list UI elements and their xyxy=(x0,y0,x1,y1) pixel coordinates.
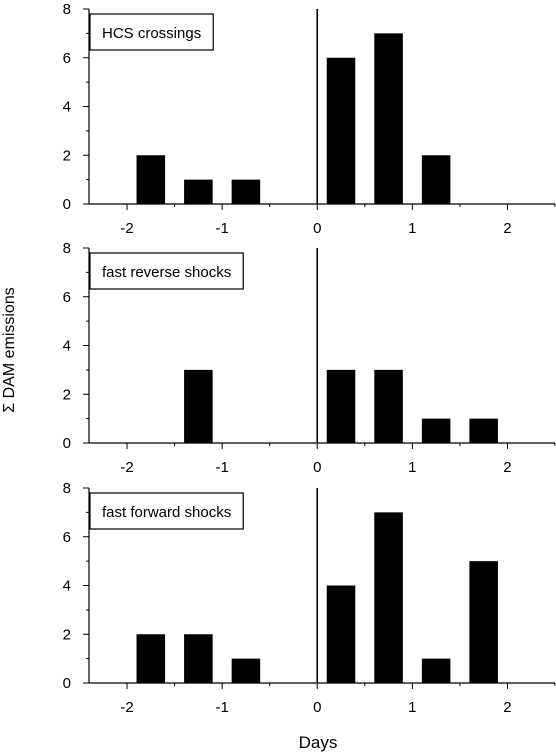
x-tick-label: 1 xyxy=(408,220,416,237)
x-tick-label: -2 xyxy=(120,220,133,237)
x-tick-label: 2 xyxy=(503,459,511,476)
x-tick-label: 1 xyxy=(408,699,416,716)
bar xyxy=(231,179,261,204)
y-tick-label: 8 xyxy=(63,1,71,18)
bar xyxy=(326,585,356,683)
bar xyxy=(421,658,451,683)
bar xyxy=(326,57,356,204)
y-tick-label: 4 xyxy=(63,99,71,116)
legend-label: HCS crossings xyxy=(102,25,201,42)
x-tick-label: -1 xyxy=(215,699,228,716)
x-tick-label: 0 xyxy=(313,220,321,237)
legend-label: fast forward shocks xyxy=(102,504,231,521)
y-tick-label: 2 xyxy=(63,386,71,403)
x-tick-label: -1 xyxy=(215,220,228,237)
bar xyxy=(136,155,166,204)
x-tick-label: 1 xyxy=(408,459,416,476)
legend-box xyxy=(89,252,244,290)
bar xyxy=(184,634,213,683)
bar xyxy=(374,512,403,683)
y-tick-label: 0 xyxy=(63,675,71,692)
bar xyxy=(231,658,261,683)
bar xyxy=(326,369,356,443)
y-tick-label: 8 xyxy=(63,480,71,497)
y-tick-label: 6 xyxy=(63,529,71,546)
chart-panel-3: 0 2 4 6 8 -2 -1 0 1 2 fast forward shocks xyxy=(63,480,556,716)
x-tick-label: 0 xyxy=(313,459,321,476)
y-tick-label: 6 xyxy=(63,50,71,67)
y-tick-label: 0 xyxy=(63,196,71,213)
legend-label: fast reverse shocks xyxy=(102,264,231,281)
legend-box xyxy=(89,13,214,51)
x-tick-label: 0 xyxy=(313,699,321,716)
x-tick-label: -2 xyxy=(120,459,133,476)
chart-panel-2: 0 2 4 6 8 -2 -1 0 1 2 fast reverse shocks xyxy=(63,240,556,476)
x-tick-label: -2 xyxy=(120,699,133,716)
y-tick-label: 2 xyxy=(63,626,71,643)
x-tick-label: 2 xyxy=(503,220,511,237)
bar xyxy=(184,179,213,204)
legend-box xyxy=(89,492,244,530)
y-tick-label: 6 xyxy=(63,289,71,306)
y-tick-label: 4 xyxy=(63,578,71,595)
y-axis-label: Σ DAM emissions xyxy=(1,287,18,412)
bar xyxy=(469,561,498,683)
bar xyxy=(469,418,498,443)
bar xyxy=(421,418,451,443)
x-tick-label: -1 xyxy=(215,459,228,476)
y-tick-label: 0 xyxy=(63,435,71,452)
bar xyxy=(421,155,451,204)
y-tick-label: 4 xyxy=(63,338,71,355)
bar xyxy=(374,369,403,443)
bar xyxy=(184,369,213,443)
x-tick-label: 2 xyxy=(503,699,511,716)
chart-panel-1: 0 2 4 6 8 -2 -1 0 1 2 HCS crossings xyxy=(63,1,556,237)
bar xyxy=(374,33,403,204)
y-tick-label: 2 xyxy=(63,147,71,164)
bar xyxy=(136,634,166,683)
x-axis-label: Days xyxy=(299,733,338,752)
chart-panels: 0 2 4 6 8 -2 -1 0 1 2 HCS crossings 0 2 4 6 8 -2 -1 0 1 2 fas… xyxy=(63,1,556,716)
y-tick-label: 8 xyxy=(63,240,71,257)
